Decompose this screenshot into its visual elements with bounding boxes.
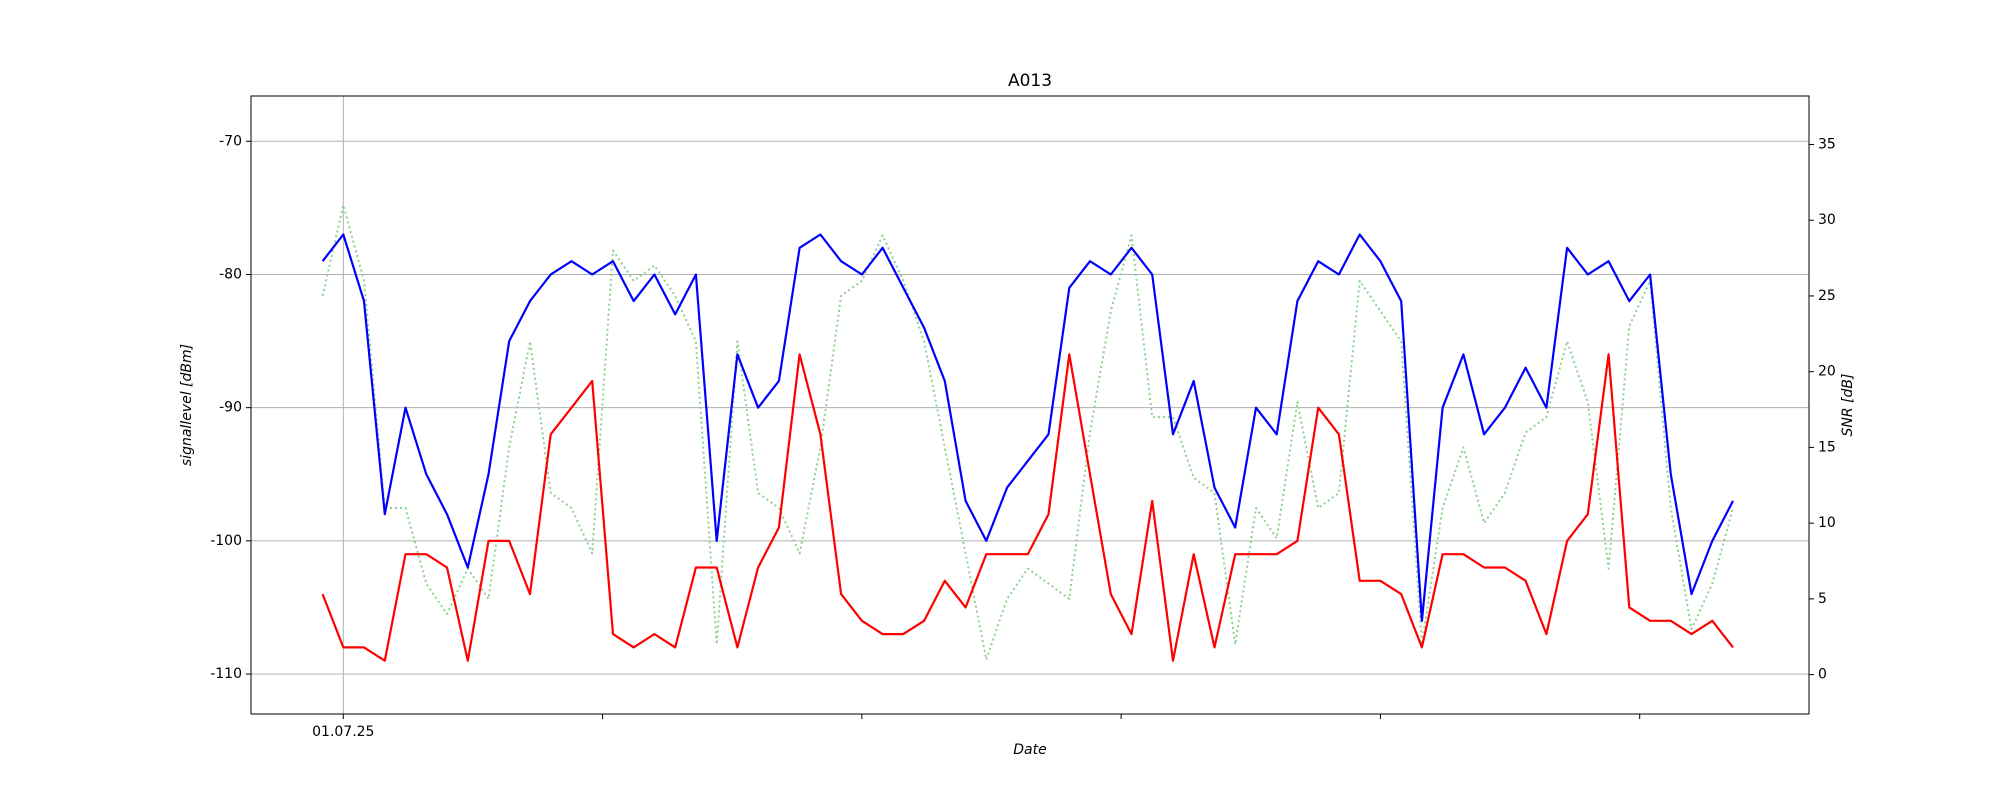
y2-tick-label: 25	[1818, 288, 1836, 304]
y2-tick-label: 5	[1818, 591, 1827, 607]
y-axis-label: signallevel [dBm]	[179, 344, 195, 466]
y-tick-label: -100	[210, 533, 242, 549]
x-axis-label: Date	[1013, 742, 1046, 758]
y2-tick-label: 20	[1818, 364, 1836, 380]
plot-frame	[250, 95, 1810, 715]
data-line	[321, 353, 1734, 662]
y2-tick-label: 15	[1818, 439, 1836, 455]
y2-tick-label: 35	[1818, 136, 1836, 152]
chart-title: A013	[1008, 71, 1052, 91]
y-tick-label: -80	[219, 266, 242, 282]
data-line	[321, 233, 1734, 622]
y2-tick-label: 0	[1818, 667, 1827, 683]
x-tick-label: 01.07.25	[312, 724, 374, 740]
y-tick-label: -110	[210, 666, 242, 682]
y-tick-label: -70	[219, 133, 242, 149]
y-tick-label: -90	[219, 400, 242, 416]
y2-tick-label: 10	[1818, 515, 1836, 531]
y2-axis-label: SNR [dB]	[1840, 374, 1856, 437]
data-line	[321, 204, 1734, 661]
y2-tick-label: 30	[1818, 212, 1836, 228]
